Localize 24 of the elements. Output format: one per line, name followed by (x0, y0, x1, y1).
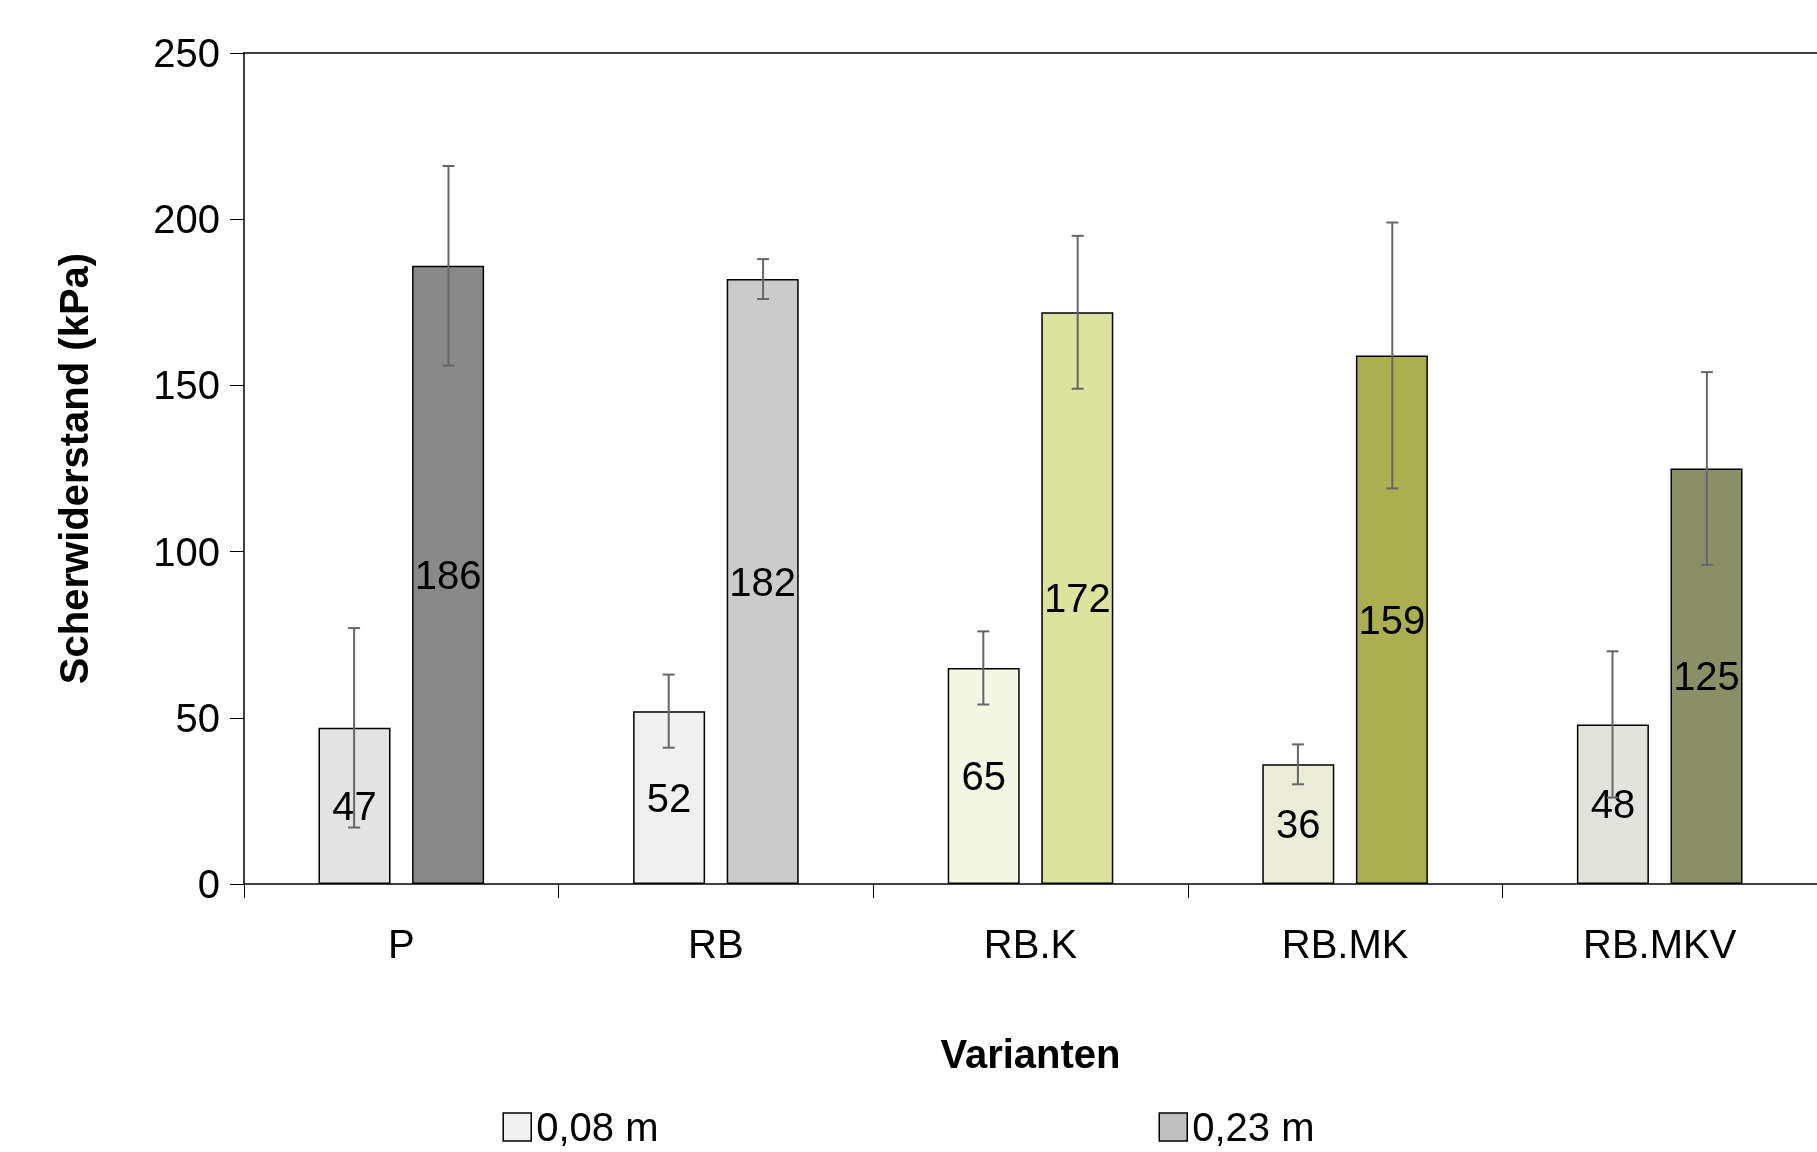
y-tick-label: 250 (153, 31, 220, 75)
y-axis-title: Scherwiderstand (kPa) (52, 252, 96, 685)
x-axis-title: Varianten (940, 1032, 1121, 1076)
data-label: 182 (729, 559, 797, 604)
y-tick-label: 100 (153, 529, 220, 574)
data-label: 52 (646, 775, 692, 820)
data-label: 159 (1358, 597, 1426, 642)
x-tick-label: P (387, 922, 415, 966)
data-label: 36 (1276, 802, 1321, 847)
y-tick-label: 150 (153, 363, 220, 408)
data-label: 65 (961, 753, 1006, 798)
x-tick-label: RB.MK (1281, 922, 1409, 966)
data-label: 186 (414, 552, 482, 597)
y-tick-label: 50 (175, 695, 220, 740)
legend-label: 0,23 m (1192, 1105, 1315, 1149)
x-tick-label: RB.MKV (1583, 922, 1737, 966)
data-label: 125 (1673, 654, 1740, 699)
y-tick-label: 200 (153, 197, 220, 242)
data-label: 48 (1590, 782, 1636, 827)
data-label: 172 (1043, 576, 1111, 621)
x-tick-label: RB.K (983, 922, 1078, 966)
legend-label: 0,08 m (536, 1105, 659, 1149)
x-tick-label: RB (688, 922, 744, 966)
y-tick-label: 0 (197, 862, 220, 906)
